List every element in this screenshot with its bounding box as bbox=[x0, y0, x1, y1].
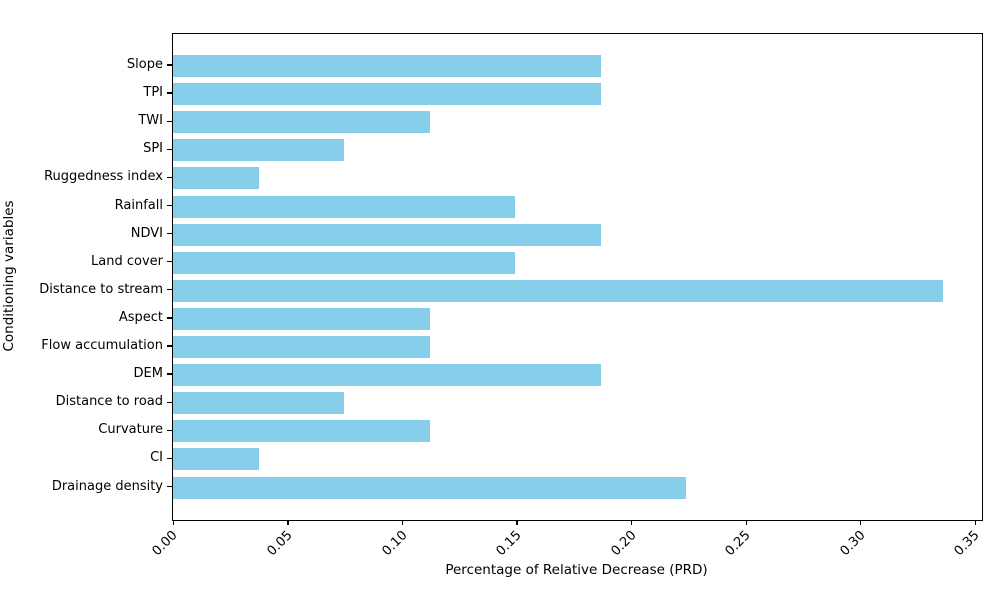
y-tick-mark bbox=[167, 289, 172, 291]
y-tick-label: Flow accumulation bbox=[41, 338, 163, 353]
y-tick-label: Ruggedness index bbox=[44, 169, 163, 185]
x-tick-mark bbox=[287, 520, 289, 526]
bar bbox=[173, 83, 601, 106]
y-tick-mark bbox=[167, 261, 172, 263]
x-tick-mark bbox=[745, 520, 747, 526]
x-tick-mark bbox=[631, 520, 633, 526]
bar bbox=[173, 336, 430, 358]
y-tick-mark bbox=[167, 232, 172, 235]
y-tick-label: DEM bbox=[133, 366, 163, 382]
y-tick-label: Land cover bbox=[91, 253, 163, 269]
y-tick-mark bbox=[167, 429, 172, 431]
bar bbox=[173, 195, 516, 218]
bar bbox=[173, 476, 687, 499]
y-tick-label: Distance to road bbox=[55, 394, 163, 410]
y-tick-label: TWI bbox=[138, 113, 163, 129]
y-tick-mark bbox=[167, 148, 172, 150]
y-tick-mark bbox=[167, 345, 172, 347]
bar bbox=[173, 55, 601, 77]
bar bbox=[173, 251, 516, 274]
x-tick-label: 0.05 bbox=[264, 528, 296, 560]
y-tick-mark bbox=[167, 401, 172, 403]
bar bbox=[173, 364, 601, 387]
plot-area bbox=[172, 33, 983, 521]
x-tick-label: 0.25 bbox=[722, 528, 754, 560]
bar bbox=[173, 139, 345, 162]
y-tick-mark bbox=[167, 176, 172, 179]
bar bbox=[173, 392, 345, 415]
x-tick-label: 0.30 bbox=[837, 528, 869, 560]
x-tick-label: 0.20 bbox=[608, 528, 640, 560]
y-tick-mark bbox=[167, 485, 172, 488]
y-axis-label: Conditioning variables bbox=[1, 200, 17, 352]
y-tick-label: Rainfall bbox=[114, 197, 163, 213]
y-tick-label: SPI bbox=[143, 141, 163, 157]
x-tick-label: 0.15 bbox=[493, 528, 525, 560]
y-tick-label: Aspect bbox=[118, 309, 163, 325]
bar bbox=[173, 307, 430, 330]
y-tick-label: CI bbox=[150, 450, 163, 466]
x-tick-mark bbox=[860, 520, 862, 526]
x-tick-label: 0.10 bbox=[379, 528, 411, 560]
bar bbox=[173, 167, 259, 190]
y-tick-mark bbox=[167, 373, 172, 375]
x-tick-mark bbox=[401, 520, 404, 526]
bar bbox=[173, 448, 259, 471]
bar bbox=[173, 279, 943, 302]
y-tick-label: Drainage density bbox=[51, 478, 163, 494]
y-tick-mark bbox=[167, 204, 172, 207]
bar bbox=[173, 223, 601, 246]
y-tick-mark bbox=[167, 64, 172, 66]
y-tick-label: NDVI bbox=[130, 225, 163, 241]
y-tick-mark bbox=[167, 120, 172, 122]
bar bbox=[173, 111, 430, 134]
x-tick-mark bbox=[974, 520, 977, 526]
x-tick-mark bbox=[172, 520, 174, 526]
x-tick-label: 0.00 bbox=[149, 528, 181, 560]
y-tick-label: Distance to stream bbox=[39, 281, 163, 297]
y-tick-mark bbox=[167, 92, 172, 94]
bar bbox=[173, 420, 430, 443]
y-tick-mark bbox=[167, 317, 172, 319]
x-tick-label: 0.35 bbox=[951, 528, 984, 560]
x-tick-mark bbox=[516, 520, 518, 526]
y-tick-label: Slope bbox=[126, 57, 163, 72]
x-axis-label: Percentage of Relative Decrease (PRD) bbox=[445, 562, 708, 578]
y-tick-label: Curvature bbox=[98, 422, 163, 438]
y-tick-mark bbox=[167, 457, 172, 460]
y-tick-label: TPI bbox=[143, 85, 163, 101]
